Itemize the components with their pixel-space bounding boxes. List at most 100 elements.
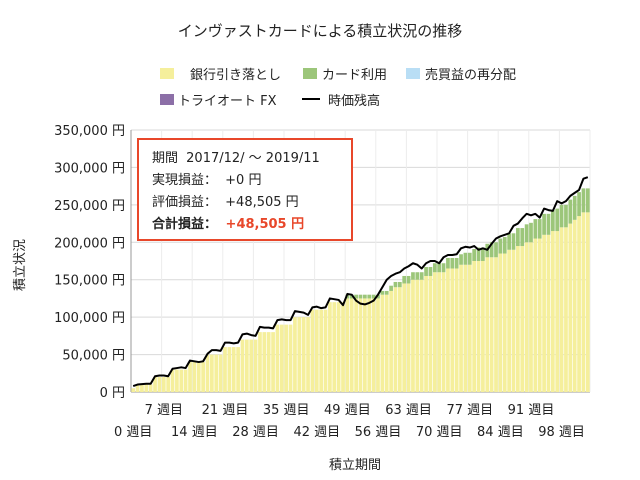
annotation-period-value: 2017/12/ ～ 2019/11: [186, 151, 320, 166]
y-tick-label: 300,000 円: [54, 161, 125, 176]
bar-card: [371, 294, 376, 299]
bar-bank-debit: [358, 298, 363, 392]
bar-bank-debit: [546, 234, 551, 392]
legend-swatch-reinvest: [406, 68, 420, 79]
bar-bank-debit: [306, 317, 310, 392]
bar-card: [432, 263, 437, 273]
bar-card: [354, 294, 358, 299]
bar-card: [559, 204, 564, 228]
legend-swatch-fx: [160, 94, 174, 105]
bar-bank-debit: [336, 302, 341, 392]
bar-card: [349, 294, 354, 299]
bar-bank-debit: [376, 298, 380, 392]
bar-bank-debit: [332, 302, 337, 392]
bar-bank-debit: [196, 362, 201, 392]
bar-card: [363, 294, 367, 299]
bar-card: [467, 252, 472, 265]
bar-bank-debit: [441, 272, 446, 392]
bar-card: [546, 213, 551, 235]
bar-bank-debit: [585, 212, 590, 392]
bar-card: [397, 281, 402, 288]
bar-bank-debit: [542, 234, 546, 392]
bar-card: [524, 224, 529, 243]
bar-bank-debit: [577, 216, 581, 392]
bar-bank-debit: [131, 388, 136, 392]
bar-bank-debit: [520, 246, 525, 392]
bar-bank-debit: [183, 369, 188, 392]
bar-bank-debit: [223, 347, 227, 392]
bar-bank-debit: [485, 257, 490, 392]
bar-bank-debit: [450, 268, 455, 392]
x-tick-label: 28 週目: [232, 425, 279, 440]
bar-bank-debit: [498, 253, 503, 392]
bar-bank-debit: [507, 249, 511, 392]
bar-card: [402, 275, 407, 284]
bar-bank-debit: [249, 339, 254, 392]
bar-bank-debit: [166, 377, 171, 392]
bar-bank-debit: [524, 242, 529, 392]
bar-bank-debit: [354, 298, 358, 392]
bar-card: [472, 249, 477, 261]
bar-card: [529, 222, 533, 243]
bar-bank-debit: [363, 298, 367, 392]
bar-bank-debit: [428, 275, 433, 392]
bar-card: [358, 294, 363, 299]
market-value-polyline: [132, 176, 589, 387]
bar-bank-debit: [231, 347, 236, 392]
bar-card: [585, 188, 590, 213]
bar-bank-debit: [135, 384, 140, 392]
bar-bank-debit: [555, 231, 560, 392]
bar-bank-debit: [253, 339, 258, 392]
bar-bank-debit: [284, 324, 289, 392]
annotation-realized: 実現損益： +0 円: [152, 172, 261, 188]
bar-bank-debit: [397, 287, 402, 392]
bar-bank-debit: [244, 339, 249, 392]
bar-bank-debit: [454, 268, 459, 392]
bar-bank-debit: [550, 231, 555, 392]
y-tick-label: 150,000 円: [54, 274, 125, 289]
bar-bank-debit: [411, 279, 415, 392]
legend-swatch-card: [303, 68, 317, 79]
legend-label-bank-debit: 銀行引き落とし: [190, 68, 281, 83]
annotation-period-label: 期間: [152, 151, 178, 166]
x-tick-label: 21 週目: [202, 403, 249, 418]
bar-bank-debit: [371, 298, 376, 392]
bar-bank-debit: [437, 272, 442, 392]
bar-card: [476, 247, 481, 261]
bar-card: [406, 275, 411, 284]
bar-card: [507, 233, 511, 250]
bar-card: [437, 263, 442, 273]
bar-bank-debit: [157, 377, 162, 392]
x-tick-label: 7 週目: [145, 403, 183, 418]
bar-bank-debit: [406, 283, 411, 392]
x-tick-label: 77 週目: [446, 403, 493, 418]
bar-bank-debit: [240, 339, 245, 392]
bar-bank-debit: [262, 332, 267, 392]
bar-bank-debit: [481, 261, 485, 392]
bar-bank-debit: [293, 317, 297, 392]
bar-card: [380, 290, 385, 295]
bar-bank-debit: [148, 384, 153, 392]
bar-card: [441, 263, 446, 273]
bar-bank-debit: [279, 324, 284, 392]
bar-card: [446, 258, 450, 269]
bar-bank-debit: [175, 369, 179, 392]
y-tick-label: 350,000 円: [54, 124, 125, 139]
bar-bank-debit: [511, 249, 516, 392]
bar-bank-debit: [288, 324, 293, 392]
x-tick-label: 35 週目: [263, 403, 310, 418]
bar-card: [581, 188, 586, 213]
bar-bank-debit: [301, 317, 306, 392]
bars: [131, 188, 590, 392]
bar-bank-debit: [402, 283, 407, 392]
bar-card: [481, 247, 485, 261]
bar-card: [367, 294, 372, 299]
bar-bank-debit: [494, 257, 498, 392]
bar-card: [537, 219, 542, 239]
bar-bank-debit: [227, 347, 232, 392]
bar-card: [555, 208, 560, 232]
y-tick-label: 50,000 円: [62, 349, 125, 364]
bar-bank-debit: [472, 261, 477, 392]
bar-card: [415, 272, 420, 280]
